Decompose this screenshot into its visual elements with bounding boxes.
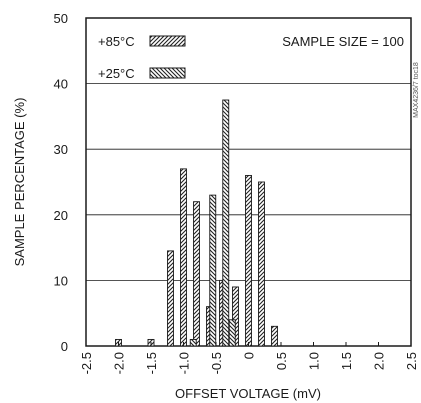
x-tick-label-1: -2.0 (112, 352, 127, 374)
bar-series1-0 (189, 338, 197, 347)
bar-series0-9 (258, 181, 265, 347)
legend-swatch-85c (149, 35, 186, 47)
legend-label-85c: +85°C (98, 34, 135, 49)
x-tick-labels: -2.5 -2.0 -1.5 -1.0 -0.5 0 0.5 1.0 1.5 2.0 2.5 (79, 342, 419, 374)
figure-id-label: MAX4236/7 toc18 (413, 62, 420, 118)
x-tick-label-7: 1.0 (307, 352, 322, 370)
y-axis-title: SAMPLE PERCENTAGE (%) (12, 98, 27, 267)
x-tick-label-3: -1.0 (177, 352, 192, 374)
x-tick-label-6: 0.5 (274, 352, 289, 370)
y-tick-label-2: 20 (54, 208, 68, 223)
x-tick-label-8: 1.5 (339, 352, 354, 370)
x-tick-label-5: 0 (242, 352, 257, 359)
bar-series0-2 (167, 250, 174, 347)
x-tick-label-2: -1.5 (144, 352, 159, 374)
y-tick-label-0: 0 (61, 339, 68, 354)
x-tick-label-10: 2.5 (404, 352, 419, 370)
y-tick-label-1: 10 (54, 273, 68, 288)
x-tick-label-4: -0.5 (209, 352, 224, 374)
bar-series1-3 (228, 319, 236, 347)
legend-swatch-25c (149, 67, 186, 79)
y-tick-label-4: 40 (54, 77, 68, 92)
bar-series0-4 (193, 201, 200, 347)
x-axis-title: OFFSET VOLTAGE (mV) (175, 386, 321, 401)
bars-group (115, 99, 278, 347)
y-tick-labels: 0 10 20 30 40 50 (54, 11, 68, 354)
legend-label-25c: +25°C (98, 66, 135, 81)
x-tick-label-0: -2.5 (79, 352, 94, 374)
sample-size-annotation: SAMPLE SIZE = 100 (282, 34, 404, 49)
bar-series0-3 (180, 168, 187, 347)
y-tick-label-3: 30 (54, 142, 68, 157)
y-tick-label-5: 50 (54, 11, 68, 26)
bar-series0-8 (245, 174, 252, 347)
bar-series0-10 (271, 325, 278, 347)
bar-series1-1 (209, 194, 217, 347)
x-tick-label-9: 2.0 (372, 352, 387, 370)
bar-series1-2 (222, 99, 230, 347)
